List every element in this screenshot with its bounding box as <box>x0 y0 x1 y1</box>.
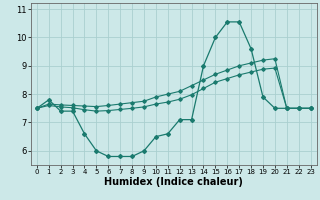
X-axis label: Humidex (Indice chaleur): Humidex (Indice chaleur) <box>104 177 243 187</box>
